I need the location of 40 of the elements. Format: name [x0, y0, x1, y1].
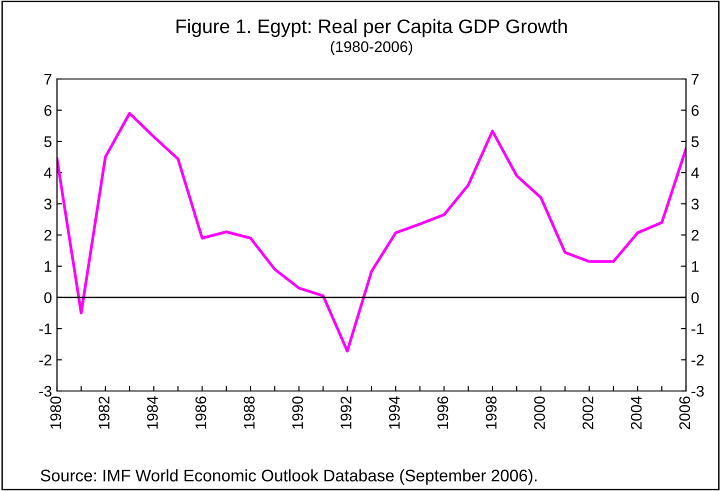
y-tick-label: 5	[44, 136, 52, 148]
x-tick-label: 1996	[437, 396, 448, 429]
x-tick-label: 1988	[244, 396, 255, 429]
y2-tick-label: 5	[691, 136, 699, 148]
source-note: Source: IMF World Economic Outlook Database (September 2006).	[40, 469, 537, 485]
y2-tick-label: 3	[691, 198, 699, 210]
x-tick-label: 2004	[630, 396, 642, 430]
y-tick-label: 1	[44, 261, 52, 272]
y-tick-label: 4	[44, 168, 52, 178]
y2-tick-label: 6	[692, 105, 699, 116]
x-tick-label: 1980	[50, 396, 62, 429]
y-tick-label: 3	[44, 198, 52, 210]
x-tick-label: 1990	[292, 396, 304, 429]
x-tick-label: 1982	[98, 396, 110, 429]
y2-tick-label: 2	[692, 230, 699, 241]
y-tick-label: -2	[39, 354, 52, 366]
y2-tick-label: -1	[692, 324, 704, 334]
x-tick-label: 1992	[340, 396, 352, 429]
x-tick-label: 2002	[582, 396, 594, 430]
line-series	[57, 112, 686, 352]
y2-tick-label: 4	[691, 168, 699, 178]
y-tick-label: 7	[44, 74, 52, 85]
y2-tick-label: 1	[692, 261, 699, 272]
y-tick-label: -3	[39, 386, 52, 397]
y2-tick-label: 0	[691, 292, 699, 304]
y-tick-label: 2	[44, 230, 52, 241]
y2-tick-label: -3	[692, 386, 704, 397]
x-tick-label: 2006	[679, 396, 690, 430]
x-tick-label: 1986	[195, 396, 206, 429]
x-tick-label: 2000	[534, 396, 545, 430]
y2-tick-label: 7	[692, 74, 699, 85]
y2-tick-label: -2	[692, 354, 704, 366]
y-tick-label: 6	[44, 105, 52, 116]
x-tick-label: 1998	[486, 396, 497, 429]
chart-subtitle: (1980-2006)	[330, 40, 412, 56]
x-tick-label: 1984	[147, 396, 158, 429]
chart-title: Figure 1. Egypt: Real per Capita GDP Growth	[176, 18, 567, 38]
x-tick-label: 1994	[388, 396, 400, 429]
y-tick-label: 0	[44, 292, 52, 304]
y-tick-label: -1	[39, 324, 52, 334]
